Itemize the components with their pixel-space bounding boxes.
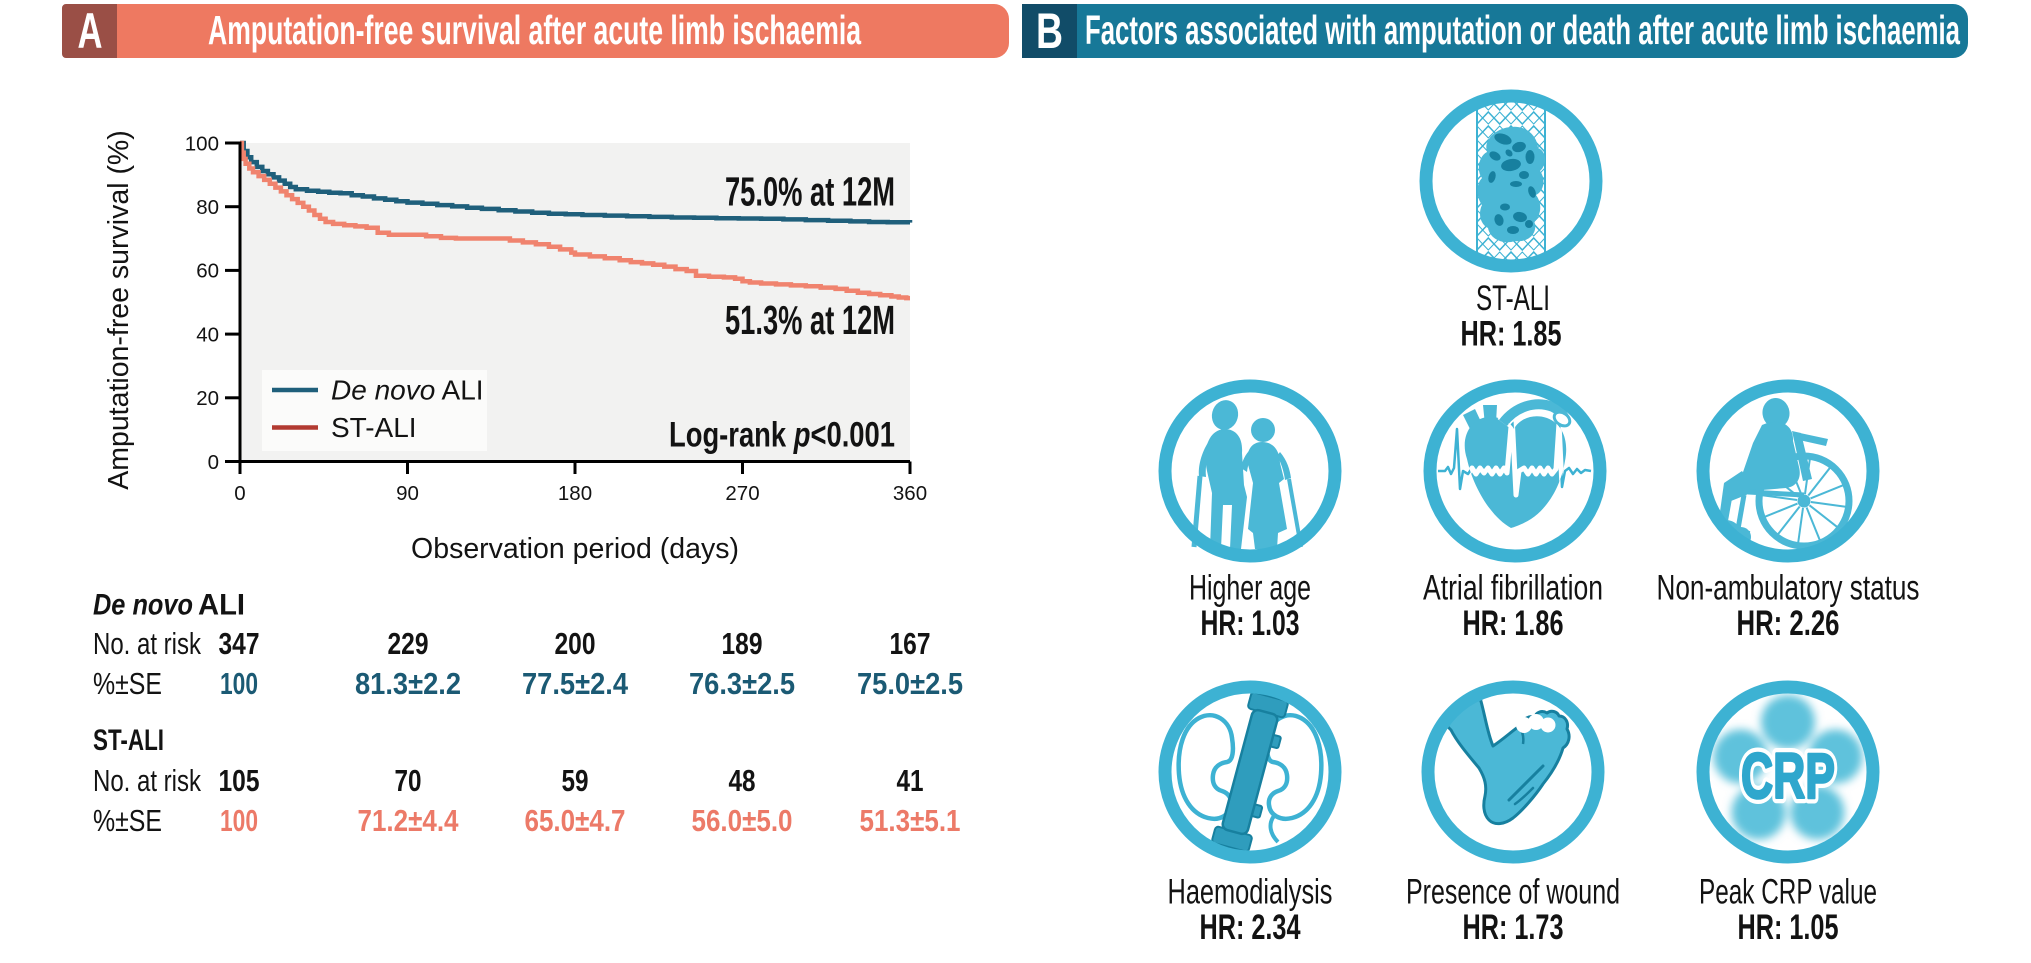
svg-text:51.3±5.1: 51.3±5.1: [860, 803, 961, 838]
svg-text:HR: 1.05: HR: 1.05: [1738, 908, 1839, 947]
svg-text:59: 59: [562, 763, 589, 798]
svg-text:41: 41: [897, 763, 924, 798]
svg-text:60: 60: [196, 260, 219, 283]
svg-text:81.3±2.2: 81.3±2.2: [355, 666, 461, 701]
svg-text:Higher age: Higher age: [1189, 569, 1311, 608]
svg-text:Haemodialysis: Haemodialysis: [1168, 873, 1333, 912]
svg-text:20: 20: [196, 387, 219, 410]
svg-text:Presence of wound: Presence of wound: [1406, 873, 1620, 912]
svg-text:CRP: CRP: [1741, 740, 1835, 812]
svg-text:180: 180: [558, 482, 592, 505]
svg-text:%±SE: %±SE: [93, 666, 162, 701]
svg-text:A: A: [78, 3, 103, 59]
svg-text:100: 100: [220, 803, 258, 838]
svg-text:200: 200: [555, 626, 596, 661]
svg-text:100: 100: [185, 132, 219, 155]
svg-text:Factors associated with amputa: Factors associated with amputation or de…: [1085, 7, 1961, 53]
svg-text:189: 189: [722, 626, 763, 661]
svg-text:270: 270: [725, 482, 759, 505]
svg-text:ST-ALI: ST-ALI: [93, 724, 164, 757]
svg-text:Log-rank p<0.001: Log-rank p<0.001: [669, 416, 895, 455]
svg-text:B: B: [1036, 3, 1063, 59]
svg-text:90: 90: [396, 482, 419, 505]
svg-text:No. at risk: No. at risk: [93, 626, 201, 661]
svg-text:75.0±2.5: 75.0±2.5: [857, 666, 963, 701]
svg-text:HR: 1.86: HR: 1.86: [1463, 604, 1564, 643]
svg-text:HR: 2.26: HR: 2.26: [1737, 604, 1840, 643]
svg-text:77.5±2.4: 77.5±2.4: [522, 666, 629, 701]
svg-text:HR: 2.34: HR: 2.34: [1200, 908, 1301, 947]
svg-text:229: 229: [388, 626, 429, 661]
svg-text:No. at risk: No. at risk: [93, 763, 201, 798]
svg-text:71.2±4.4: 71.2±4.4: [358, 803, 460, 838]
svg-text:105: 105: [219, 763, 260, 798]
svg-text:De novo ALI: De novo ALI: [331, 375, 484, 406]
svg-text:Peak CRP value: Peak CRP value: [1699, 873, 1877, 912]
svg-text:Atrial fibrillation: Atrial fibrillation: [1423, 569, 1603, 608]
svg-text:HR: 1.85: HR: 1.85: [1461, 315, 1562, 354]
svg-text:ST-ALI: ST-ALI: [331, 412, 417, 443]
svg-text:70: 70: [395, 763, 422, 798]
svg-text:65.0±4.7: 65.0±4.7: [525, 803, 626, 838]
svg-text:ALI: ALI: [198, 589, 245, 622]
svg-text:48: 48: [729, 763, 756, 798]
svg-text:Non-ambulatory status: Non-ambulatory status: [1657, 569, 1920, 608]
svg-text:%±SE: %±SE: [93, 803, 162, 838]
svg-text:Amputation-free survival after: Amputation-free survival after acute lim…: [208, 7, 862, 53]
svg-text:100: 100: [220, 666, 258, 701]
svg-text:347: 347: [219, 626, 260, 661]
svg-text:Observation period (days): Observation period (days): [411, 533, 739, 565]
svg-text:51.3% at 12M: 51.3% at 12M: [725, 297, 895, 343]
svg-text:De novo: De novo: [93, 589, 193, 622]
svg-text:Amputation-free survival (%): Amputation-free survival (%): [103, 130, 135, 490]
svg-text:HR: 1.73: HR: 1.73: [1463, 908, 1564, 947]
svg-text:56.0±5.0: 56.0±5.0: [692, 803, 793, 838]
svg-text:75.0% at 12M: 75.0% at 12M: [725, 168, 895, 214]
svg-text:ST-ALI: ST-ALI: [1476, 279, 1550, 318]
svg-text:40: 40: [196, 323, 219, 346]
svg-text:CRP: CRP: [1741, 740, 1835, 812]
svg-text:80: 80: [196, 196, 219, 219]
svg-text:HR: 1.03: HR: 1.03: [1201, 604, 1300, 643]
svg-text:76.3±2.5: 76.3±2.5: [689, 666, 795, 701]
svg-text:0: 0: [234, 482, 245, 505]
svg-text:360: 360: [893, 482, 927, 505]
svg-text:0: 0: [208, 451, 219, 474]
svg-text:167: 167: [890, 626, 931, 661]
